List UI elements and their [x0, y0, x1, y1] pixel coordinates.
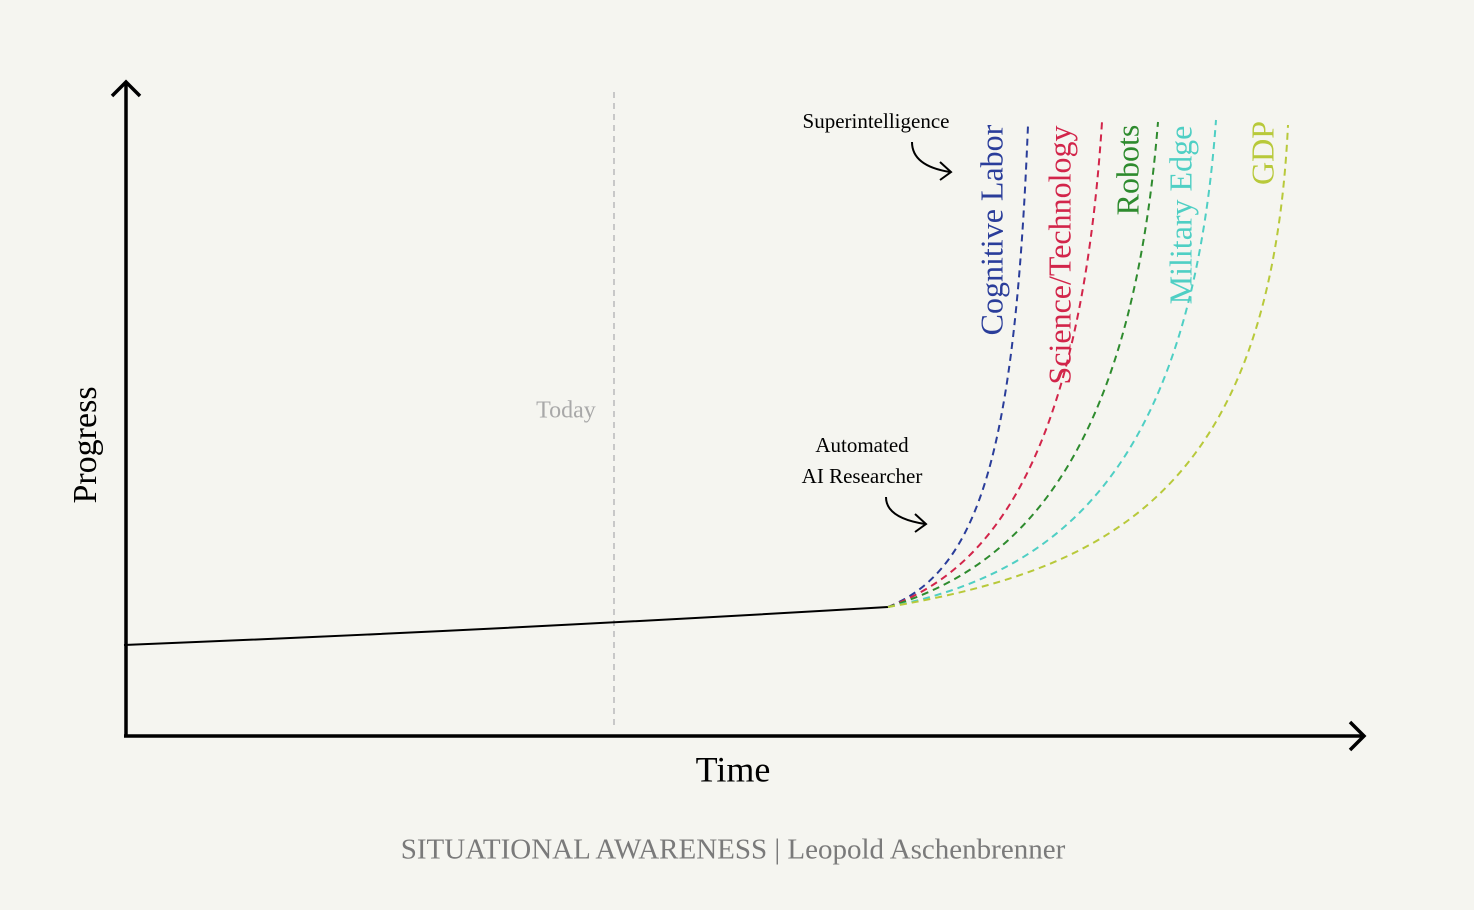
- annotation: AI Researcher: [802, 464, 923, 488]
- curve: [887, 121, 1159, 608]
- curve: [887, 119, 1217, 608]
- annotation: Automated: [815, 433, 909, 457]
- arrow-path: [911, 141, 951, 173]
- curve: [887, 124, 1029, 608]
- curve: [887, 121, 1103, 608]
- annotation: Superintelligence: [803, 109, 950, 133]
- progress-curve: [123, 606, 889, 646]
- x-arrow: [1348, 720, 1367, 752]
- curves: [887, 119, 1289, 608]
- curve: [887, 124, 1289, 608]
- curve-label: Robots: [1109, 125, 1145, 216]
- arrow-head: [939, 161, 953, 181]
- annotation-arrow: [885, 496, 928, 533]
- curve-label: Military Edge: [1162, 126, 1198, 305]
- y-arrow: [110, 79, 142, 98]
- arrow-head: [914, 513, 928, 533]
- axes: [110, 79, 1367, 752]
- x-axis-label: Time: [696, 749, 771, 789]
- arrow-path: [885, 496, 926, 525]
- today-label: Today: [536, 398, 596, 424]
- curve-label: GDP: [1244, 121, 1280, 185]
- curve-label: Science/Technology: [1041, 126, 1077, 385]
- y-axis-label: Progress: [67, 386, 104, 503]
- annotation-arrow: [911, 141, 953, 181]
- curve-label: Cognitive Labor: [973, 124, 1009, 335]
- footer: SITUATIONAL AWARENESS | Leopold Aschenbr…: [401, 834, 1066, 866]
